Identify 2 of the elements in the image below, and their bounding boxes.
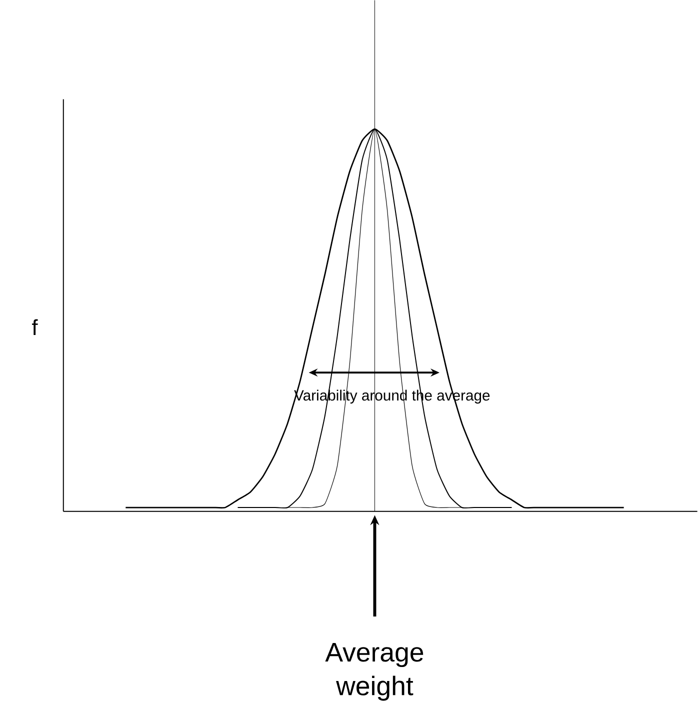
y-axis-title: f [32, 319, 38, 335]
text: Average weight [325, 643, 424, 701]
